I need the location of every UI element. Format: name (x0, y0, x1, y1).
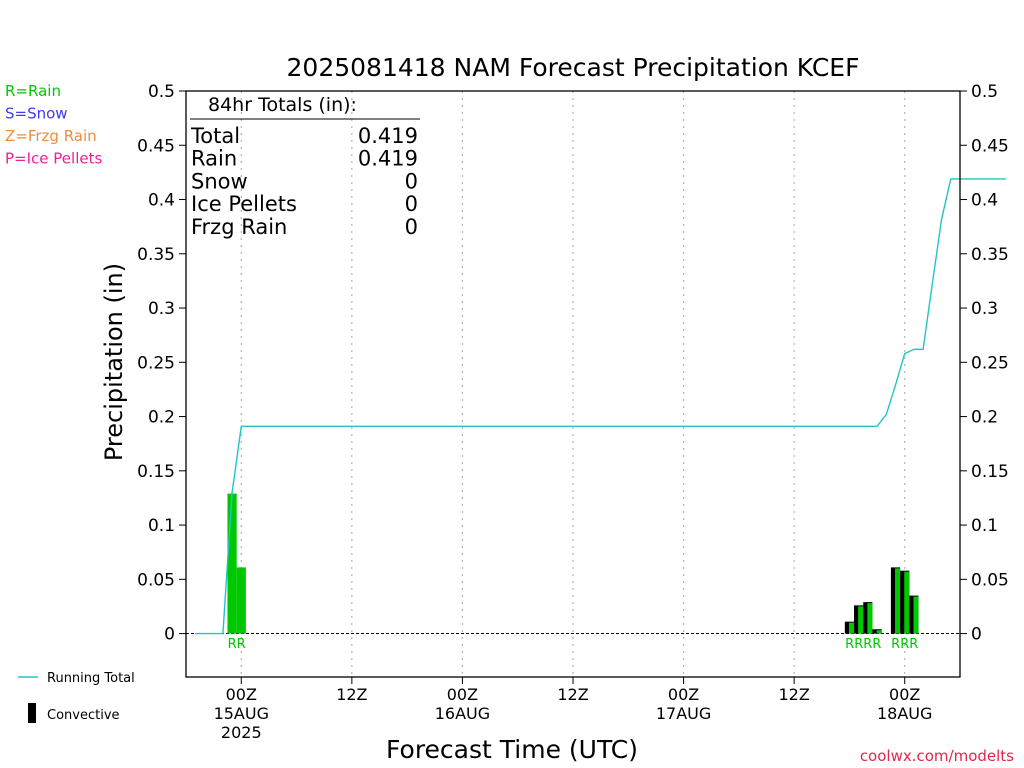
y-tick-label-right: 0 (971, 625, 982, 645)
y-tick-label: 0.45 (137, 136, 175, 156)
precip-bar-fill (867, 603, 873, 634)
x-tick-label: 17AUG (656, 704, 711, 723)
totals-header: 84hr Totals (in): (208, 94, 357, 116)
totals-row-label: Snow (191, 169, 248, 193)
y-tick-label-right: 0.05 (971, 570, 1009, 590)
precip-bar-fill (904, 571, 910, 634)
x-tick-label: 00Z (447, 685, 478, 704)
y-axis-label: Precipitation (in) (100, 263, 128, 461)
y-tick-label-right: 0.25 (971, 353, 1009, 373)
y-tick-label-right: 0.35 (971, 245, 1009, 265)
totals-row-value: 0.419 (358, 147, 418, 171)
totals-row-label: Frzg Rain (191, 215, 287, 239)
x-tick-label: 00Z (889, 685, 920, 704)
y-tick-label-right: 0.45 (971, 136, 1009, 156)
y-tick-label-right: 0.4 (971, 191, 998, 211)
x-tick-label: 12Z (778, 685, 809, 704)
precip-bar-fill (895, 568, 901, 634)
credit-text: coolwx.com/modelts (860, 747, 1014, 765)
x-tick-label: 16AUG (435, 704, 490, 723)
y-tick-label: 0.15 (137, 462, 175, 482)
x-tick-label: 00Z (668, 685, 699, 704)
running-total-line (195, 178, 1007, 635)
precip-type-marker: RRRR (845, 637, 881, 652)
y-axis-right: 0 0.05 0.1 0.15 0.2 0.25 0.3 0.35 0.4 0.45 0.5 (960, 82, 1009, 645)
y-tick-label-right: 0.2 (971, 408, 998, 428)
convective-legend-label: Convective (47, 708, 120, 723)
totals-row-label: Ice Pellets (191, 192, 297, 216)
x-tick-label: 00Z (226, 685, 257, 704)
x-tick-label: 18AUG (877, 704, 932, 723)
x-tick-label: 12Z (336, 685, 367, 704)
y-tick-label-right: 0.15 (971, 462, 1009, 482)
precip-bar (227, 493, 237, 634)
bottom-legend: Running Total Convective (18, 671, 135, 723)
precip-bar (236, 567, 246, 634)
precip-bar-fill (858, 606, 864, 634)
chart-title: 2025081418 NAM Forecast Precipitation KC… (287, 53, 860, 82)
y-tick-label: 0.2 (148, 408, 175, 428)
convective-legend-swatch (28, 703, 36, 723)
y-tick-label: 0.3 (148, 299, 175, 319)
precip-type-marker: RRR (891, 637, 918, 652)
y-tick-label: 0.05 (137, 570, 175, 590)
y-tick-label-right: 0.3 (971, 299, 998, 319)
totals-row-value: 0.419 (358, 124, 418, 148)
precip-bars (227, 493, 919, 634)
x-tick-label: 2025 (221, 723, 262, 742)
precip-type-marker: RR (228, 637, 246, 652)
precip-type-legend: R=Rain S=Snow Z=Frzg Rain P=Ice Pellets (5, 82, 102, 168)
totals-row-label: Total (190, 124, 240, 148)
y-tick-label: 0.25 (137, 353, 175, 373)
totals-box: 84hr Totals (in): Total 0.419 Rain 0.419 Sno… (190, 94, 420, 239)
y-tick-label: 0 (164, 625, 175, 645)
y-tick-label: 0.5 (148, 82, 175, 102)
vertical-gridlines (240, 91, 906, 677)
y-tick-label-right: 0.5 (971, 82, 998, 102)
totals-row-label: Rain (191, 147, 237, 171)
totals-row-value: 0 (405, 192, 418, 216)
totals-row-value: 0 (405, 215, 418, 239)
precip-bar-fill (913, 596, 919, 634)
precip-bar-fill (876, 630, 882, 634)
precip-type-legend-item: R=Rain (5, 82, 61, 100)
precip-bar-fill (848, 622, 855, 634)
precip-type-legend-item: Z=Frzg Rain (5, 127, 97, 145)
precip-type-legend-item: S=Snow (5, 105, 68, 123)
precip-type-legend-item: P=Ice Pellets (5, 150, 102, 168)
y-tick-label: 0.1 (148, 516, 175, 536)
y-tick-label-right: 0.1 (971, 516, 998, 536)
x-tick-label: 15AUG (214, 704, 269, 723)
y-axis-left: 0 0.05 0.1 0.15 0.2 0.25 0.3 0.35 0.4 0.45 0.5 (137, 82, 186, 645)
x-axis-label: Forecast Time (UTC) (386, 735, 638, 764)
running-total-legend-label: Running Total (47, 671, 135, 686)
y-tick-label: 0.35 (137, 245, 175, 265)
y-tick-label: 0.4 (148, 191, 175, 211)
totals-row-value: 0 (405, 169, 418, 193)
x-tick-label: 12Z (557, 685, 588, 704)
precip-type-markers: RR RRRR RRR (228, 637, 919, 652)
